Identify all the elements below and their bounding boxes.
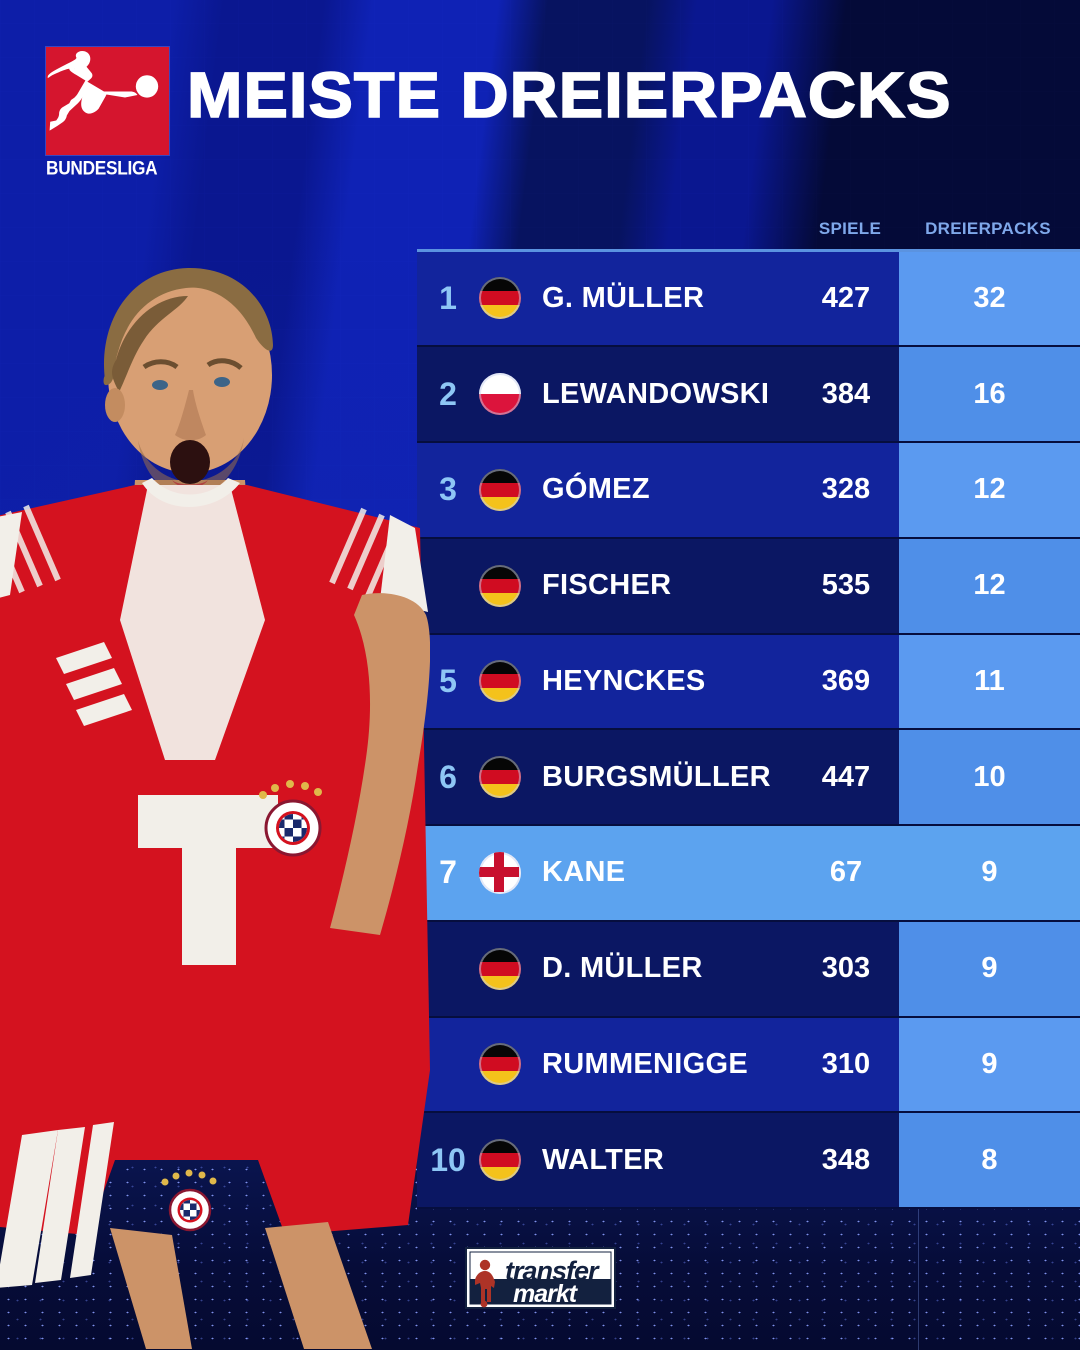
svg-text:markt: markt [513,1280,579,1308]
